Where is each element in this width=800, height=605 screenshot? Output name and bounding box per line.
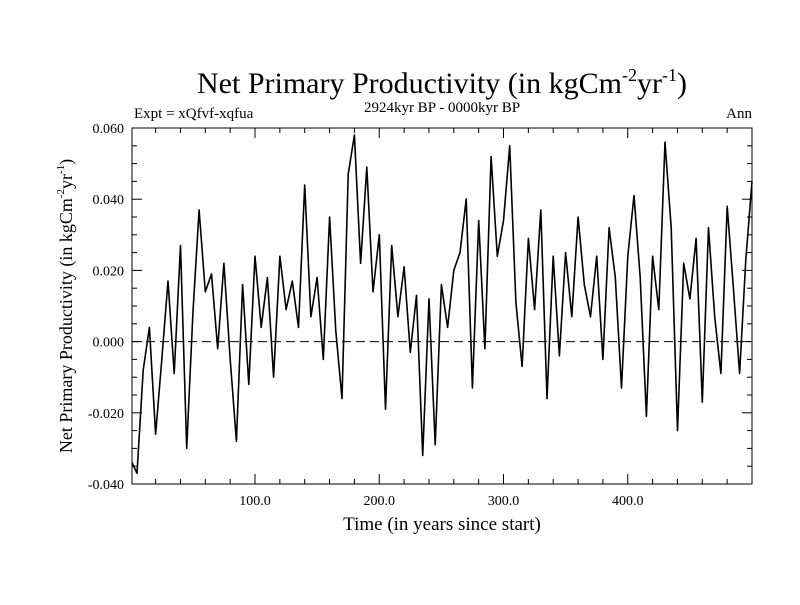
y-tick-label: 0.060 [93, 122, 125, 137]
season-label: Ann [726, 106, 752, 122]
x-tick-label: 200.0 [364, 494, 396, 509]
period-label: 2924kyr BP - 0000kyr BP [364, 100, 520, 116]
y-axis-label: Net Primary Productivity (in kgCm-2yr-1) [55, 159, 77, 453]
y-tick-label: -0.040 [88, 478, 124, 493]
x-tick-label: 400.0 [612, 494, 644, 509]
chart-title: Net Primary Productivity (in kgCm-2yr-1) [197, 65, 687, 100]
series-line-0 [131, 134, 753, 475]
series-group [131, 134, 753, 475]
y-tick-label: -0.020 [88, 407, 124, 422]
x-tick-label: 100.0 [239, 494, 271, 509]
plot-frame [131, 127, 753, 485]
experiment-label: Expt = xQfvf-xqfua [134, 106, 254, 122]
y-tick-label: 0.020 [93, 264, 125, 279]
tick-labels-group: 100.0 200.0 300.0 400.0 -0.040 -0.020 0.000 0.0… [88, 122, 644, 509]
y-tick-label: 0.000 [93, 336, 125, 351]
y-tick-label: 0.040 [93, 193, 125, 208]
x-tick-label: 300.0 [488, 494, 520, 509]
x-axis-label: Time (in years since start) [343, 514, 541, 535]
